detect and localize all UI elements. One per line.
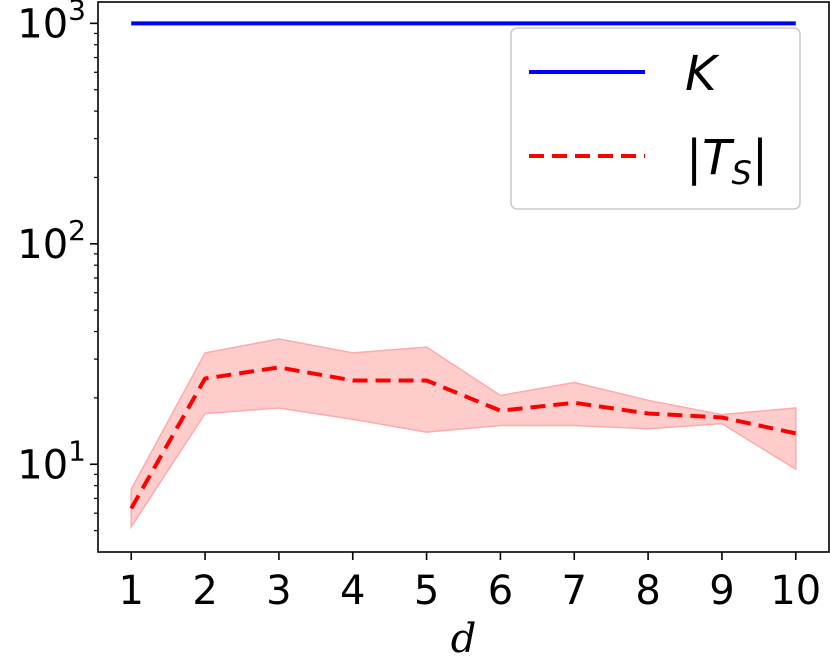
y-tick-label: 101 [17, 434, 86, 488]
legend-label-k-main: K [685, 46, 720, 102]
x-tick-label: 6 [488, 568, 513, 614]
legend-label-ts-main: |T [686, 130, 735, 186]
axes-frame [97, 1, 830, 553]
x-tick-label: 1 [119, 568, 144, 614]
series-line-ts [129, 365, 797, 510]
legend-label-ts-subscript: S [732, 154, 752, 192]
y-tick-label: 102 [17, 214, 86, 268]
legend: K |TS| [510, 27, 801, 210]
y-tick-label: 103 [17, 0, 86, 47]
axis-ticks-layer: 1 2 3 4 5 6 7 8 9 10 101 102 103 [17, 0, 821, 614]
legend-label-ts: |TS| [686, 130, 768, 192]
x-tick-label: 5 [414, 568, 439, 614]
legend-label-ts-end: | [752, 130, 768, 186]
series-lines-layer [129, 21, 797, 510]
x-tick-label: 2 [192, 568, 217, 614]
confidence-band-ts [130, 338, 797, 530]
x-tick-label: 8 [635, 568, 660, 614]
x-tick-label: 9 [709, 568, 734, 614]
x-tick-label: 3 [266, 568, 291, 614]
x-axis-label: d [451, 616, 477, 662]
confidence-band-layer [130, 338, 797, 530]
x-tick-label: 4 [340, 568, 365, 614]
x-tick-label: 10 [770, 568, 821, 614]
x-tick-label: 7 [562, 568, 587, 614]
legend-label-k: K [685, 46, 720, 102]
